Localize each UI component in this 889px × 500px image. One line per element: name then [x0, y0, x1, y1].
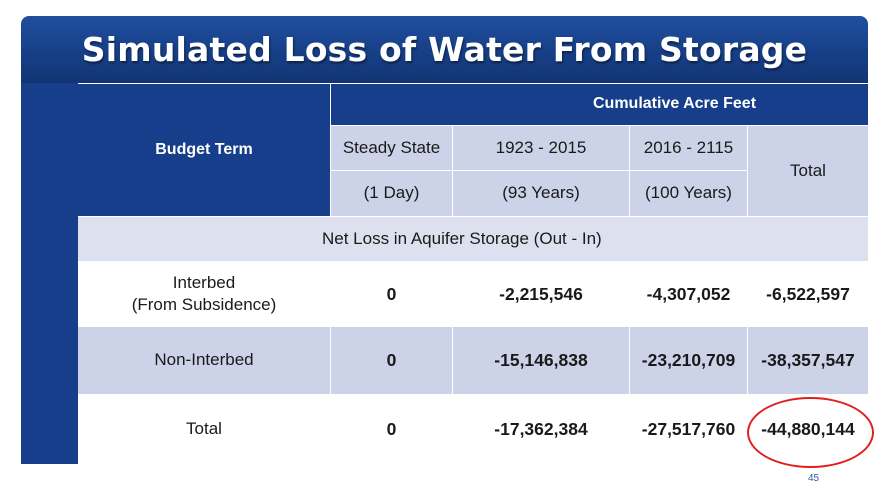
section-label: Net Loss in Aquifer Storage (Out - In)	[76, 216, 870, 262]
title-bar: Simulated Loss of Water From Storage	[21, 16, 868, 83]
cell-value: -23,210,709	[629, 326, 748, 395]
row-term-non-interbed: Non-Interbed	[77, 326, 331, 395]
col-steady-state-period: Steady State	[330, 125, 453, 171]
header-row-1: Budget Term Cumulative Acre Feet	[21, 83, 870, 217]
storage-table-container: Budget Term Cumulative Acre Feet Steady …	[21, 83, 870, 464]
cumulative-acre-feet-header: Cumulative Acre Feet	[329, 83, 870, 126]
row-term-total: Total	[77, 394, 331, 464]
row-term-line1: Interbed	[172, 272, 236, 292]
cell-value: -15,146,838	[452, 326, 630, 395]
storage-loss-table: Budget Term Cumulative Acre Feet Steady …	[21, 83, 870, 464]
side-bar-body	[21, 216, 78, 464]
budget-term-header: Budget Term	[77, 83, 331, 217]
header-row-2: Steady State 1923 - 2015 2016 - 2115 Tot…	[22, 125, 870, 217]
table-row: Interbed (From Subsidence) 0 -2,215,546 …	[22, 261, 870, 327]
col-1923-2015-period: 1923 - 2015	[452, 125, 630, 171]
col-2016-2115-period: 2016 - 2115	[629, 125, 748, 171]
col-steady-state-duration: (1 Day)	[330, 170, 453, 217]
cell-value: -38,357,547	[746, 326, 870, 395]
cell-value: 0	[330, 326, 453, 395]
header-row-3: (1 Day) (93 Years) (100 Years)	[22, 170, 869, 217]
page-number: 45	[808, 473, 820, 484]
row-term-line2: (From Subsidence)	[131, 295, 277, 314]
side-bar-top	[21, 83, 78, 217]
cell-value: -2,215,546	[452, 261, 630, 327]
col-total-header: Total	[746, 125, 870, 217]
cell-value: -27,517,760	[629, 394, 748, 464]
cell-value: 0	[330, 261, 453, 327]
table-row: Non-Interbed 0 -15,146,838 -23,210,709 -…	[22, 326, 870, 395]
slide-title: Simulated Loss of Water From Storage	[81, 30, 808, 69]
row-term-interbed: Interbed (From Subsidence)	[77, 261, 331, 327]
cell-value: 0	[330, 394, 453, 464]
col-2016-2115-duration: (100 Years)	[629, 170, 748, 217]
col-1923-2015-duration: (93 Years)	[452, 170, 630, 217]
section-row: Net Loss in Aquifer Storage (Out - In)	[21, 216, 870, 464]
grand-total-value: -44,880,144	[746, 394, 870, 464]
table-row: Total 0 -17,362,384 -27,517,760 -44,880,…	[22, 394, 870, 464]
cell-value: -4,307,052	[629, 261, 748, 327]
cell-value: -6,522,597	[746, 261, 870, 327]
cell-value: -17,362,384	[452, 394, 630, 464]
